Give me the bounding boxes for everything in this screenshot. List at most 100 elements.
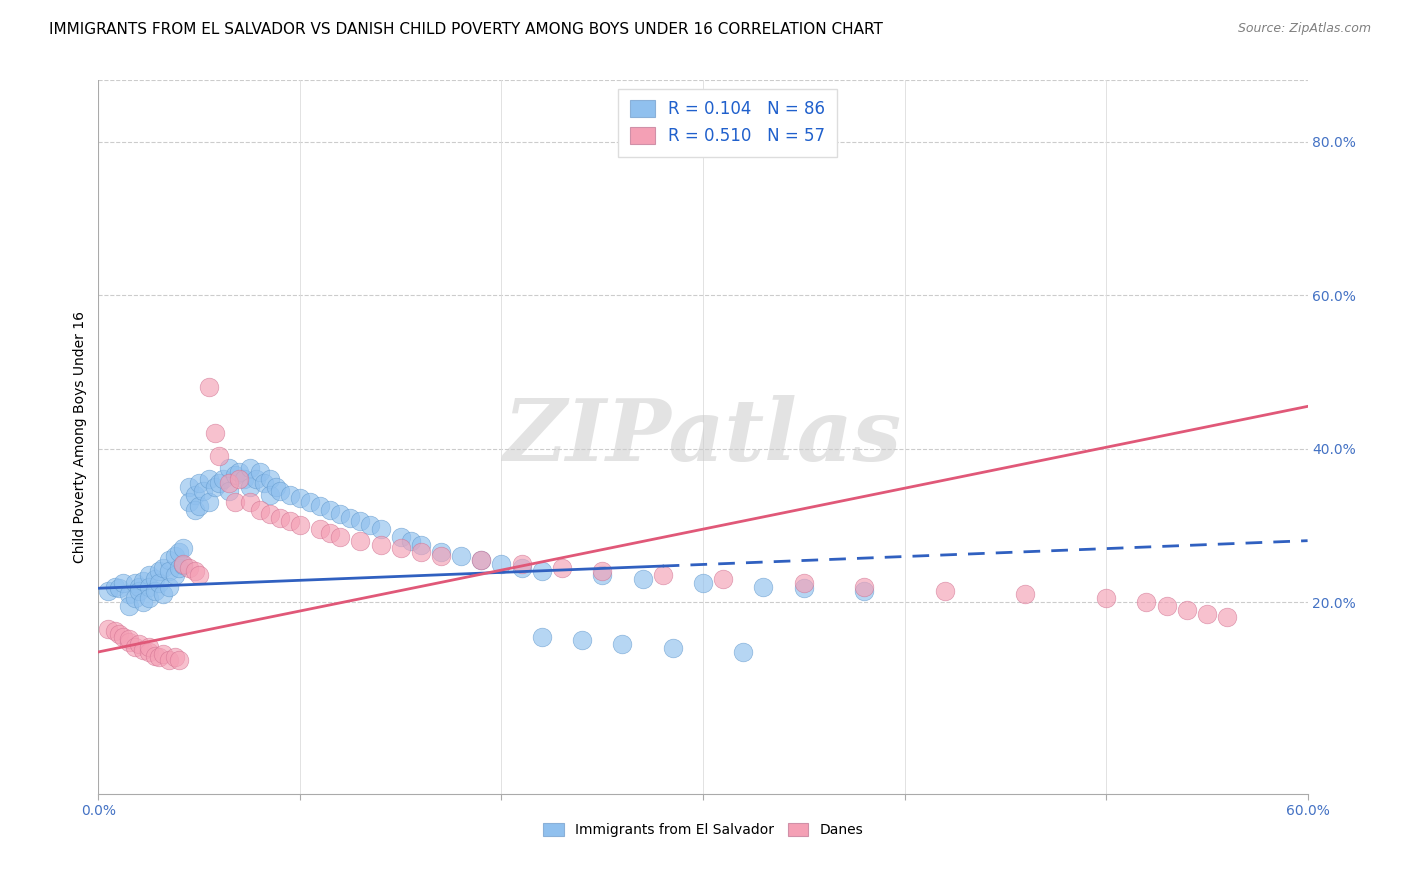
Point xyxy=(111,575,134,590)
Point xyxy=(163,549,186,563)
Point xyxy=(370,522,392,536)
Point xyxy=(1095,591,1118,606)
Point xyxy=(152,647,174,661)
Point xyxy=(118,587,141,601)
Point xyxy=(389,541,412,556)
Point xyxy=(319,503,342,517)
Point xyxy=(551,560,574,574)
Point xyxy=(148,565,170,579)
Point xyxy=(470,553,492,567)
Point xyxy=(179,480,201,494)
Point xyxy=(228,465,250,479)
Point xyxy=(651,568,673,582)
Point xyxy=(97,583,120,598)
Point xyxy=(232,472,254,486)
Point xyxy=(733,645,755,659)
Point xyxy=(212,472,235,486)
Y-axis label: Child Poverty Among Boys Under 16: Child Poverty Among Boys Under 16 xyxy=(73,311,87,563)
Point xyxy=(124,640,146,654)
Point xyxy=(510,560,533,574)
Point xyxy=(198,495,221,509)
Point xyxy=(193,483,215,498)
Point xyxy=(245,472,267,486)
Point xyxy=(288,491,311,506)
Point xyxy=(571,633,593,648)
Point xyxy=(152,587,174,601)
Point xyxy=(97,622,120,636)
Point xyxy=(752,580,775,594)
Point xyxy=(218,460,240,475)
Point xyxy=(329,507,352,521)
Point xyxy=(269,483,291,498)
Point xyxy=(167,560,190,574)
Point xyxy=(138,591,160,606)
Point xyxy=(1014,587,1036,601)
Point xyxy=(143,583,166,598)
Point xyxy=(430,549,453,563)
Point xyxy=(124,591,146,606)
Point xyxy=(339,510,361,524)
Point xyxy=(157,553,180,567)
Point xyxy=(510,557,533,571)
Point xyxy=(124,575,146,590)
Point xyxy=(132,595,155,609)
Point xyxy=(239,495,262,509)
Point xyxy=(157,652,180,666)
Point xyxy=(470,553,492,567)
Point xyxy=(188,568,211,582)
Point xyxy=(409,537,432,551)
Point xyxy=(132,574,155,588)
Point xyxy=(934,583,956,598)
Point xyxy=(163,650,186,665)
Point xyxy=(157,565,180,579)
Point xyxy=(349,533,371,548)
Point xyxy=(1156,599,1178,613)
Point xyxy=(172,541,194,556)
Point xyxy=(224,495,246,509)
Point xyxy=(107,581,129,595)
Point xyxy=(198,380,221,394)
Text: Source: ZipAtlas.com: Source: ZipAtlas.com xyxy=(1237,22,1371,36)
Point xyxy=(692,575,714,590)
Point xyxy=(1216,610,1239,624)
Point xyxy=(612,637,634,651)
Point xyxy=(138,568,160,582)
Point xyxy=(172,557,194,571)
Point xyxy=(163,568,186,582)
Text: IMMIGRANTS FROM EL SALVADOR VS DANISH CHILD POVERTY AMONG BOYS UNDER 16 CORRELAT: IMMIGRANTS FROM EL SALVADOR VS DANISH CH… xyxy=(49,22,883,37)
Point xyxy=(111,630,134,644)
Point xyxy=(259,472,281,486)
Point xyxy=(148,650,170,665)
Point xyxy=(179,495,201,509)
Point xyxy=(228,472,250,486)
Point xyxy=(269,510,291,524)
Point xyxy=(661,641,683,656)
Point xyxy=(264,480,287,494)
Point xyxy=(309,522,332,536)
Point xyxy=(184,503,207,517)
Point xyxy=(530,565,553,579)
Point xyxy=(152,560,174,574)
Point xyxy=(711,572,734,586)
Point xyxy=(188,476,211,491)
Point xyxy=(1135,595,1157,609)
Point xyxy=(1175,603,1198,617)
Point xyxy=(138,645,160,659)
Point xyxy=(591,568,613,582)
Point xyxy=(399,533,422,548)
Point xyxy=(309,499,332,513)
Point xyxy=(138,580,160,594)
Point xyxy=(1195,607,1218,621)
Point xyxy=(208,476,231,491)
Point xyxy=(288,518,311,533)
Point xyxy=(128,637,150,651)
Point xyxy=(107,627,129,641)
Point xyxy=(389,530,412,544)
Text: ZIPatlas: ZIPatlas xyxy=(503,395,903,479)
Point xyxy=(591,565,613,579)
Point xyxy=(319,526,342,541)
Point xyxy=(208,450,231,464)
Point xyxy=(128,580,150,594)
Point xyxy=(278,488,301,502)
Point xyxy=(349,515,371,529)
